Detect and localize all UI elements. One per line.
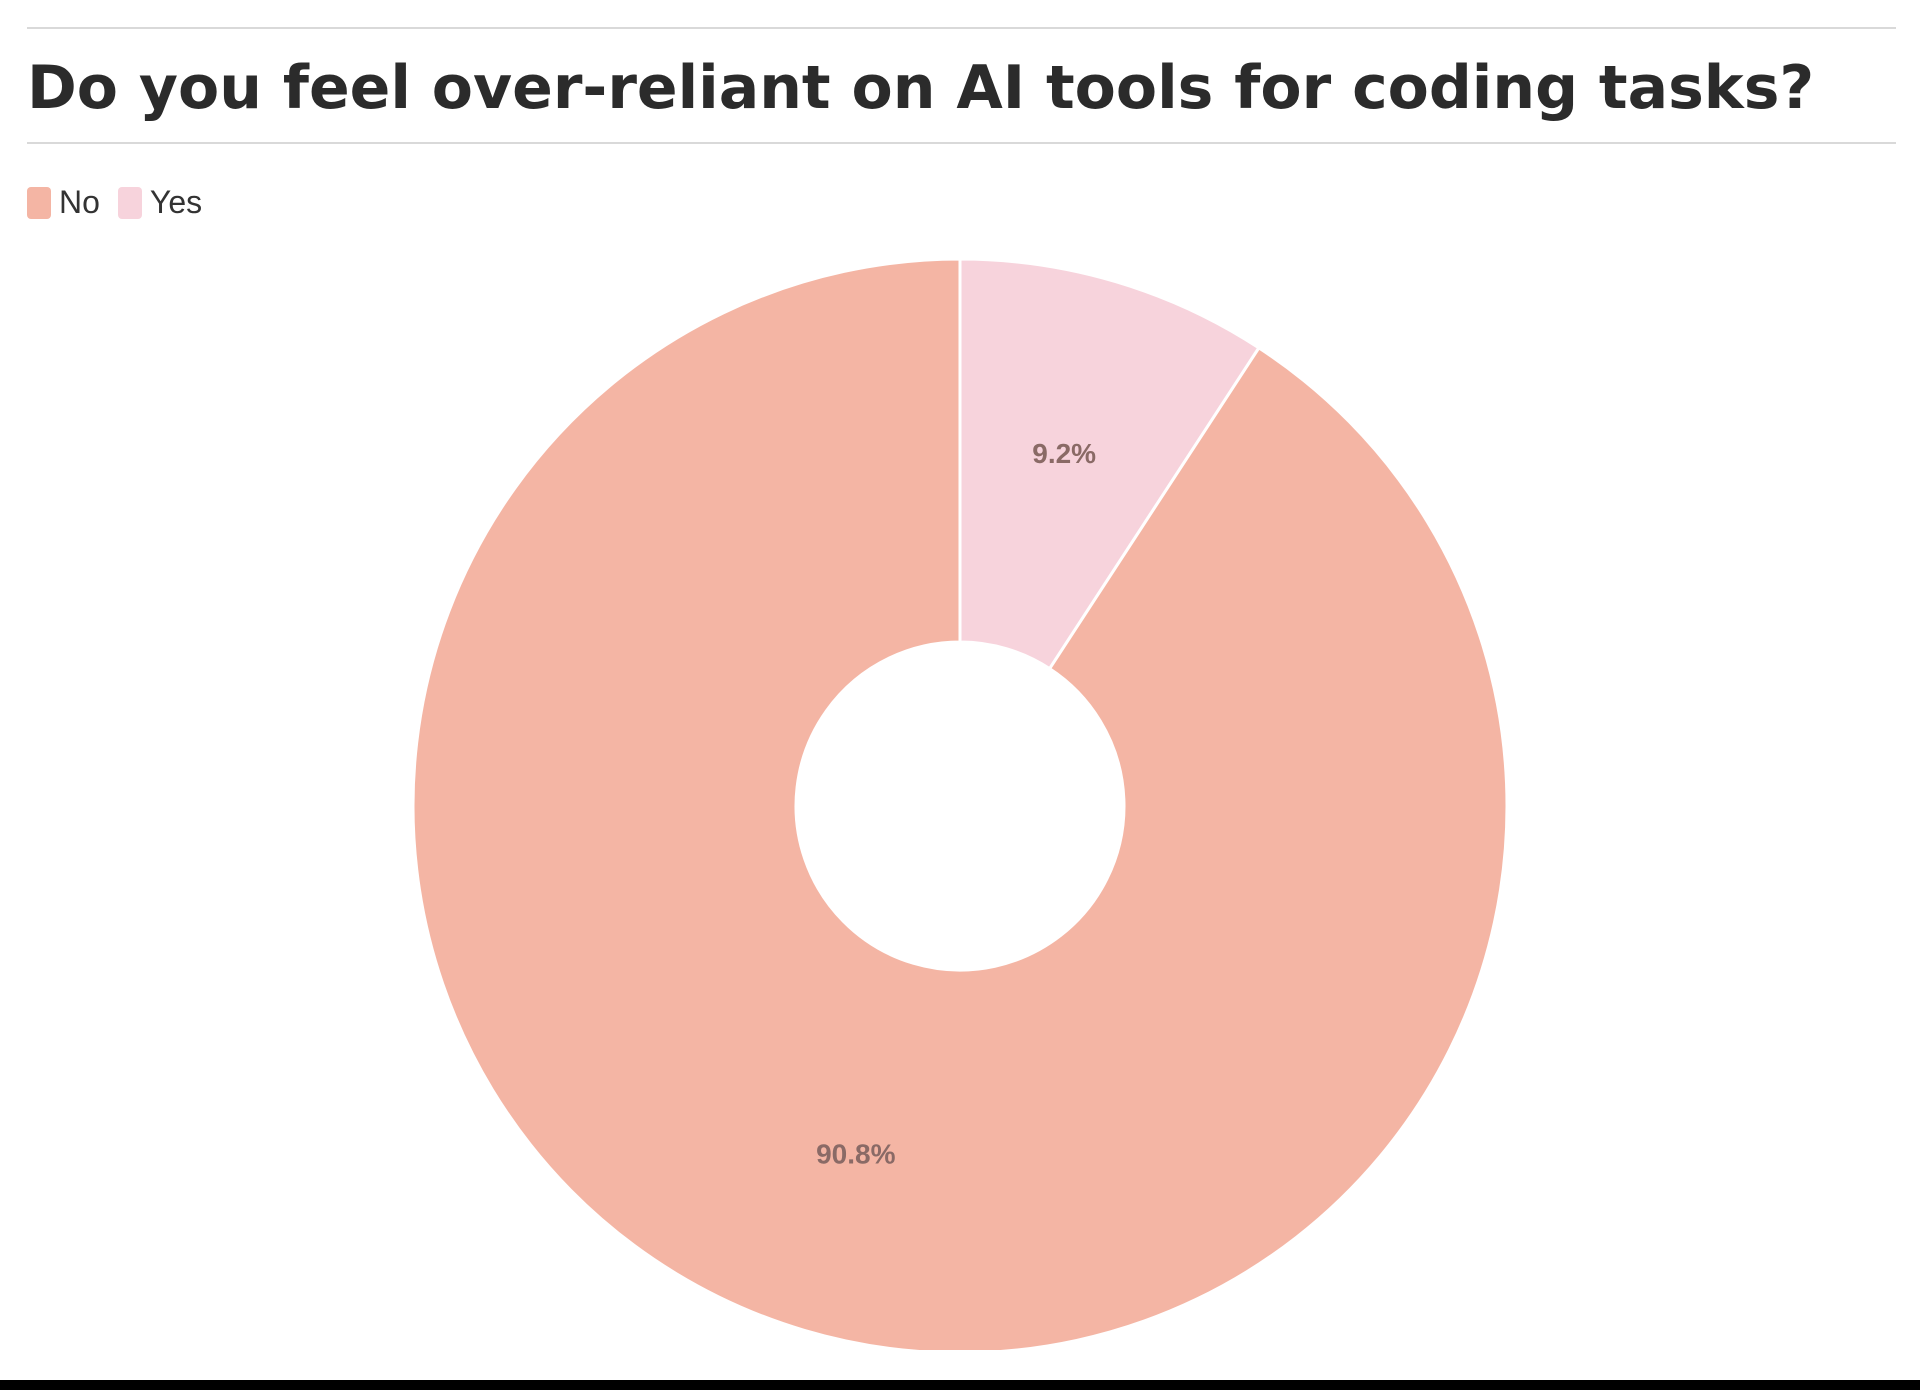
donut-chart: 9.2% 90.8% [0, 240, 1920, 1350]
legend-swatch-yes [117, 186, 142, 219]
title-top-rule [27, 27, 1896, 29]
legend-label-no: No [59, 184, 100, 220]
title-bottom-rule [27, 142, 1896, 144]
donut-slice-yes[interactable] [958, 257, 1261, 671]
chart-title: Do you feel over-reliant on AI tools for… [27, 53, 1815, 123]
legend-label-yes: Yes [149, 184, 203, 220]
legend-item-yes[interactable]: Yes [117, 184, 203, 221]
legend-swatch-no [27, 186, 51, 219]
slice-label-no: 90.8% [816, 1139, 895, 1170]
bottom-edge-bar [0, 1380, 1920, 1390]
chart-legend: No Yes [27, 184, 220, 221]
legend-item-no[interactable]: No [27, 184, 100, 221]
donut-slice-no[interactable] [411, 257, 1509, 1350]
donut-chart-svg: 9.2% 90.8% [411, 257, 1509, 1350]
slice-label-yes: 9.2% [1032, 438, 1096, 469]
